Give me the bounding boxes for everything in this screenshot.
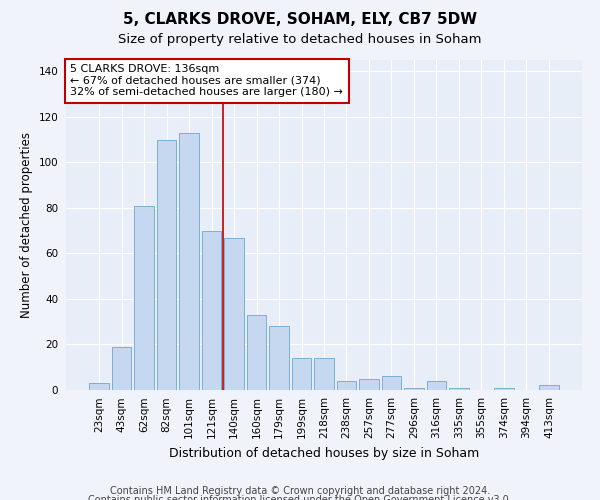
Text: Size of property relative to detached houses in Soham: Size of property relative to detached ho… bbox=[118, 32, 482, 46]
Bar bbox=[404, 388, 424, 390]
Bar bbox=[112, 347, 131, 390]
X-axis label: Distribution of detached houses by size in Soham: Distribution of detached houses by size … bbox=[169, 446, 479, 460]
Bar bbox=[449, 388, 469, 390]
Bar bbox=[202, 230, 221, 390]
Text: 5, CLARKS DROVE, SOHAM, ELY, CB7 5DW: 5, CLARKS DROVE, SOHAM, ELY, CB7 5DW bbox=[123, 12, 477, 28]
Bar bbox=[382, 376, 401, 390]
Bar bbox=[134, 206, 154, 390]
Bar bbox=[359, 378, 379, 390]
Bar bbox=[337, 381, 356, 390]
Bar bbox=[314, 358, 334, 390]
Bar bbox=[539, 386, 559, 390]
Text: Contains public sector information licensed under the Open Government Licence v3: Contains public sector information licen… bbox=[88, 495, 512, 500]
Bar bbox=[179, 133, 199, 390]
Bar bbox=[292, 358, 311, 390]
Bar bbox=[224, 238, 244, 390]
Text: 5 CLARKS DROVE: 136sqm
← 67% of detached houses are smaller (374)
32% of semi-de: 5 CLARKS DROVE: 136sqm ← 67% of detached… bbox=[70, 64, 343, 98]
Bar bbox=[427, 381, 446, 390]
Text: Contains HM Land Registry data © Crown copyright and database right 2024.: Contains HM Land Registry data © Crown c… bbox=[110, 486, 490, 496]
Bar bbox=[89, 383, 109, 390]
Y-axis label: Number of detached properties: Number of detached properties bbox=[20, 132, 33, 318]
Bar bbox=[494, 388, 514, 390]
Bar bbox=[269, 326, 289, 390]
Bar bbox=[247, 315, 266, 390]
Bar bbox=[157, 140, 176, 390]
